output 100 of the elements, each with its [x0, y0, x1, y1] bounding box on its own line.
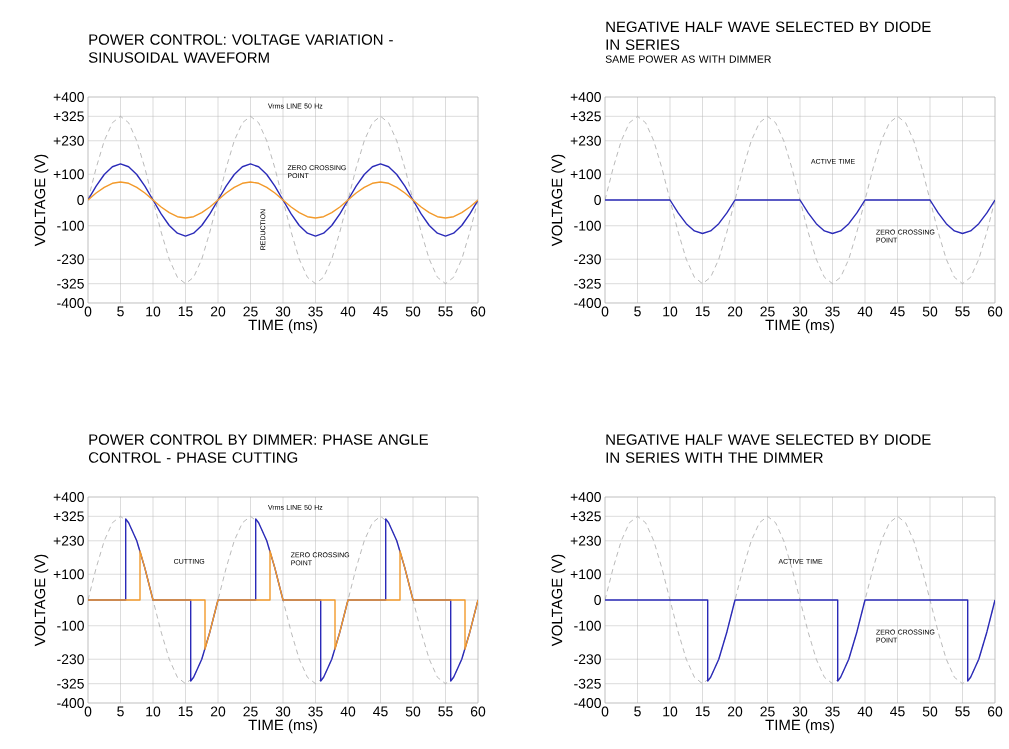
y-tick-label: -325 [574, 278, 601, 289]
y-axis-title: VOLTAGE (V) [34, 154, 49, 247]
x-tick-label: 50 [405, 706, 421, 717]
chart-subtitle: SAME POWER AS WITH DIMMER [605, 55, 771, 63]
y-tick-label: +325 [570, 511, 601, 522]
x-tick-label: 45 [890, 706, 905, 717]
y-tick-label: -230 [574, 254, 601, 265]
x-tick-label: 20 [210, 706, 226, 717]
y-tick-label: -325 [574, 678, 601, 689]
y-tick-label: +400 [53, 492, 84, 502]
x-tick-label: 55 [955, 706, 970, 717]
x-tick-label: 55 [438, 306, 453, 317]
x-axis-title: TIME (ms) [248, 319, 317, 334]
y-axis-title: VOLTAGE (V) [551, 554, 566, 647]
x-tick-label: 5 [634, 306, 641, 317]
x-tick-label: 15 [178, 306, 193, 317]
y-axis-title: VOLTAGE (V) [551, 154, 566, 247]
x-tick-label: 5 [117, 706, 124, 717]
x-tick-label: 25 [243, 706, 258, 717]
y-tick-label: +100 [53, 169, 84, 180]
x-tick-label: 0 [84, 306, 92, 317]
y-tick-label: +400 [570, 492, 601, 502]
x-tick-label: 0 [601, 306, 609, 317]
x-tick-label: 25 [760, 306, 775, 317]
y-tick-label: -230 [57, 254, 84, 265]
x-tick-label: 20 [727, 706, 743, 717]
chart-title: NEGATIVE HALF WAVE SELECTED BY DIODE IN SERIES [606, 21, 931, 50]
x-tick-label: 20 [727, 306, 743, 317]
x-tick-label: 40 [340, 706, 356, 717]
x-tick-label: 30 [792, 706, 808, 717]
x-tick-label: 35 [308, 306, 323, 317]
x-tick-label: 25 [760, 706, 775, 717]
y-tick-label: +400 [53, 92, 84, 102]
x-tick-label: 50 [922, 706, 938, 717]
x-tick-label: 45 [890, 306, 905, 317]
x-tick-label: 55 [438, 706, 453, 717]
x-tick-label: 55 [955, 306, 970, 317]
x-tick-label: 10 [146, 306, 161, 317]
y-tick-label: +230 [570, 135, 601, 146]
x-tick-label: 30 [275, 706, 291, 717]
x-axis-title: TIME (ms) [765, 319, 834, 334]
chart-title: NEGATIVE HALF WAVE SELECTED BY DIODE IN SERIES WITH THE DIMMER [606, 434, 931, 463]
y-tick-label: -325 [57, 678, 84, 689]
x-tick-label: 45 [373, 706, 388, 717]
y-axis-title: VOLTAGE (V) [34, 554, 49, 647]
chart-title: POWER CONTROL BY DIMMER: PHASE ANGLE CONTROL - PHASE CUTTING [88, 434, 428, 463]
y-tick-label: +100 [53, 569, 84, 580]
y-tick-label: -230 [574, 654, 601, 665]
x-tick-label: 15 [178, 706, 193, 717]
y-tick-label: -100 [574, 620, 601, 631]
x-tick-label: 35 [308, 706, 323, 717]
y-tick-label: +325 [53, 111, 84, 122]
x-tick-label: 25 [243, 306, 258, 317]
y-tick-label: -325 [57, 278, 84, 289]
y-tick-label: +230 [53, 135, 84, 146]
line-series [605, 599, 996, 682]
x-tick-label: 60 [987, 306, 1003, 317]
x-tick-label: 40 [340, 306, 356, 317]
y-tick-label: +230 [53, 535, 84, 546]
y-tick-label: +100 [570, 569, 601, 580]
y-tick-label: 0 [594, 595, 601, 605]
x-tick-label: 40 [857, 706, 873, 717]
y-tick-label: +400 [570, 92, 601, 102]
x-tick-label: 20 [210, 306, 226, 317]
x-axis-title: TIME (ms) [765, 719, 834, 734]
y-tick-label: -400 [574, 698, 601, 708]
y-tick-label: -100 [574, 220, 601, 231]
y-tick-label: -400 [57, 298, 84, 308]
y-tick-label: -100 [57, 620, 84, 631]
y-tick-label: 0 [594, 195, 601, 205]
x-tick-label: 35 [825, 306, 840, 317]
x-tick-label: 60 [470, 306, 486, 317]
x-tick-label: 10 [146, 706, 161, 717]
y-tick-label: -230 [57, 654, 84, 665]
x-tick-label: 50 [922, 306, 938, 317]
chart-title: POWER CONTROL: VOLTAGE VARIATION - SINUSOIDAL WAVEFORM [88, 34, 393, 63]
x-tick-label: 45 [373, 306, 388, 317]
x-tick-label: 15 [695, 706, 710, 717]
y-tick-label: +230 [570, 535, 601, 546]
x-tick-label: 15 [695, 306, 710, 317]
x-tick-label: 0 [84, 706, 92, 717]
x-tick-label: 30 [792, 306, 808, 317]
line-series [88, 550, 478, 650]
x-axis-title: TIME (ms) [248, 719, 317, 734]
x-tick-label: 50 [405, 306, 421, 317]
y-tick-label: +100 [570, 169, 601, 180]
x-tick-label: 60 [987, 706, 1003, 717]
y-tick-label: -100 [57, 220, 84, 231]
x-tick-label: 5 [117, 306, 124, 317]
x-tick-label: 60 [470, 706, 486, 717]
y-tick-label: 0 [77, 595, 84, 605]
y-tick-label: +325 [570, 111, 601, 122]
x-tick-label: 0 [601, 706, 609, 717]
y-tick-label: -400 [57, 698, 84, 708]
y-tick-label: +325 [53, 511, 84, 522]
y-tick-label: -400 [574, 298, 601, 308]
x-tick-label: 40 [857, 306, 873, 317]
x-tick-label: 35 [825, 706, 840, 717]
x-tick-label: 5 [634, 706, 641, 717]
x-tick-label: 10 [663, 706, 678, 717]
